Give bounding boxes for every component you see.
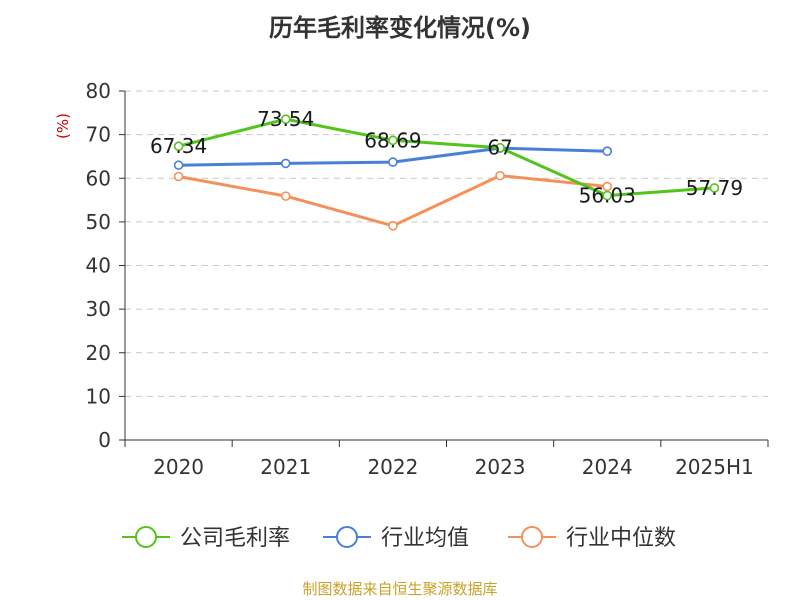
- data-label: 57.79: [686, 176, 743, 200]
- y-tick-label: 20: [86, 341, 111, 365]
- data-label: 68.69: [364, 128, 421, 152]
- data-point: [280, 191, 291, 201]
- data-point: [388, 157, 398, 167]
- data-point: [173, 141, 184, 152]
- data-point: [709, 183, 720, 193]
- data-point: [173, 171, 184, 182]
- data-point: [602, 190, 613, 201]
- legend-label: 公司毛利率: [180, 526, 290, 551]
- series-line: [178, 174, 608, 228]
- data-point: [602, 181, 613, 192]
- data-point: [388, 221, 398, 231]
- y-tick-label: 10: [86, 384, 111, 408]
- legend: 公司毛利率 行业均值 行业中位数: [122, 526, 676, 551]
- y-tick-label: 80: [86, 79, 111, 103]
- data-point: [280, 158, 291, 169]
- data-point: [495, 170, 505, 181]
- data-point: [173, 160, 184, 170]
- data-point: [280, 114, 291, 124]
- axes: 0 10 20 30 40 50 60 70 80 2020 2021 2022 2023 2024 202…: [86, 79, 769, 479]
- x-tick-label: 2022: [367, 455, 418, 479]
- y-tick-label: 40: [86, 254, 111, 278]
- data-label: 56.03: [579, 184, 636, 208]
- series-line: [178, 117, 715, 198]
- data-label: 67: [487, 136, 512, 160]
- grid-lines: [125, 90, 768, 397]
- y-axis-unit-label: (%): [54, 113, 72, 139]
- legend-label: 行业均值: [381, 526, 469, 551]
- x-tick-label: 2020: [153, 455, 204, 479]
- y-tick-label: 0: [98, 428, 111, 452]
- data-source-note: 制图数据来自恒生聚源数据库: [302, 580, 498, 598]
- y-tick-label: 50: [86, 210, 111, 234]
- legend-swatch-marker: [521, 526, 543, 548]
- y-tick-label: 60: [86, 166, 111, 190]
- y-tick-label: 30: [86, 297, 111, 321]
- x-tick-label: 2024: [582, 455, 633, 479]
- x-tick-label: 2025H1: [675, 455, 754, 479]
- data-point: [495, 142, 505, 153]
- x-tick-label: 2021: [260, 455, 311, 479]
- data-label: 73.54: [257, 107, 314, 131]
- data-point: [602, 146, 613, 157]
- data-point: [388, 135, 398, 146]
- y-tick-label: 70: [86, 123, 111, 147]
- legend-swatch-marker: [336, 526, 358, 548]
- chart-title: 历年毛利率变化情况(%): [269, 14, 531, 42]
- legend-swatch-marker: [135, 526, 157, 548]
- x-tick-label: 2023: [475, 455, 526, 479]
- series-lines: [173, 114, 720, 231]
- data-labels: 67.34 73.54 68.69 67 56.03 57.79: [150, 107, 743, 207]
- data-label: 67.34: [150, 134, 207, 158]
- legend-label: 行业中位数: [566, 526, 676, 551]
